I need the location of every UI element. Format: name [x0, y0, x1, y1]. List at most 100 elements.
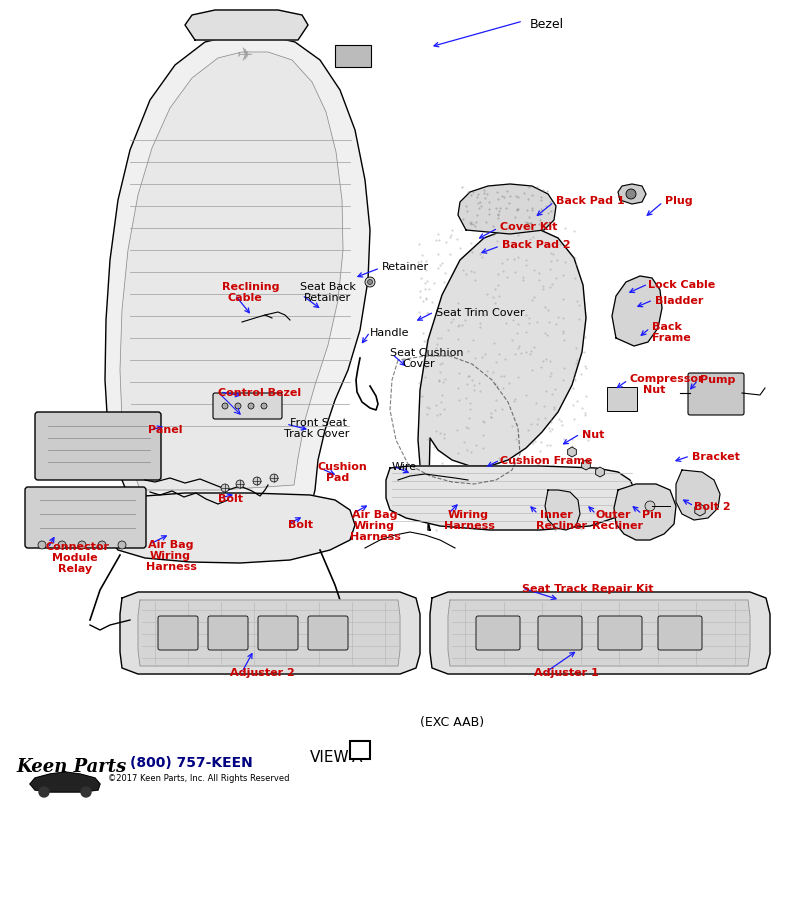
Text: Wiring: Wiring [448, 510, 489, 520]
Circle shape [58, 541, 66, 549]
Text: Seat Track Repair Kit: Seat Track Repair Kit [522, 584, 654, 594]
FancyBboxPatch shape [538, 616, 582, 650]
Polygon shape [386, 466, 636, 530]
Text: Module: Module [52, 553, 98, 563]
Text: Recliner: Recliner [536, 521, 587, 531]
Text: (EXC AAB): (EXC AAB) [420, 716, 484, 729]
Text: Wiring: Wiring [150, 551, 191, 561]
Text: A: A [352, 750, 362, 765]
Polygon shape [108, 493, 355, 563]
Bar [350, 741, 370, 759]
Text: Retainer: Retainer [304, 293, 351, 303]
Circle shape [235, 403, 241, 409]
Text: Cable: Cable [227, 293, 262, 303]
Polygon shape [138, 600, 400, 666]
Circle shape [78, 541, 86, 549]
Circle shape [248, 403, 254, 409]
Text: Adjuster 1: Adjuster 1 [534, 668, 598, 678]
Text: Pump: Pump [700, 375, 735, 385]
FancyBboxPatch shape [213, 393, 282, 419]
Circle shape [261, 403, 267, 409]
Circle shape [38, 541, 46, 549]
Polygon shape [120, 592, 420, 674]
Polygon shape [120, 52, 343, 490]
Text: Handle: Handle [370, 328, 410, 338]
FancyBboxPatch shape [308, 616, 348, 650]
FancyBboxPatch shape [258, 616, 298, 650]
Polygon shape [545, 490, 580, 530]
Text: Cover Kit: Cover Kit [500, 222, 558, 232]
Text: Compressor: Compressor [630, 374, 705, 384]
Polygon shape [448, 600, 750, 666]
Text: Harness: Harness [146, 562, 197, 572]
Text: Nut: Nut [643, 385, 666, 395]
Text: Frame: Frame [652, 333, 690, 343]
Text: (800) 757-KEEN: (800) 757-KEEN [130, 756, 253, 770]
Circle shape [221, 484, 229, 492]
Text: Relay: Relay [58, 564, 92, 574]
Circle shape [270, 474, 278, 482]
Polygon shape [676, 470, 720, 520]
Polygon shape [185, 10, 308, 40]
Text: ✈: ✈ [237, 46, 253, 65]
Text: Outer: Outer [596, 510, 631, 520]
Text: Adjuster 2: Adjuster 2 [230, 668, 294, 678]
Polygon shape [618, 184, 646, 204]
FancyBboxPatch shape [658, 616, 702, 650]
Text: Control Bezel: Control Bezel [218, 388, 301, 398]
Text: Back: Back [652, 322, 682, 332]
Text: Pin: Pin [642, 510, 662, 520]
Circle shape [236, 480, 244, 488]
Text: Bolt 2: Bolt 2 [694, 502, 730, 512]
Circle shape [645, 501, 655, 511]
Text: Nut: Nut [582, 430, 604, 440]
Text: Cover: Cover [402, 359, 434, 369]
Text: Bolt: Bolt [218, 494, 243, 504]
Text: Harness: Harness [444, 521, 495, 531]
FancyBboxPatch shape [335, 45, 371, 67]
Text: Bezel: Bezel [530, 18, 564, 31]
Circle shape [222, 403, 228, 409]
Text: Back Pad 1: Back Pad 1 [556, 196, 625, 206]
Text: Seat Trim Cover: Seat Trim Cover [436, 308, 525, 318]
Text: Connector: Connector [46, 542, 110, 552]
Text: ©2017 Keen Parts, Inc. All Rights Reserved: ©2017 Keen Parts, Inc. All Rights Reserv… [108, 774, 290, 783]
Text: Wire: Wire [392, 462, 417, 472]
Text: Harness: Harness [350, 532, 401, 542]
Text: Bladder: Bladder [655, 296, 703, 306]
Circle shape [367, 280, 373, 284]
Circle shape [81, 787, 91, 797]
Text: Air Bag: Air Bag [352, 510, 398, 520]
Text: VIEW: VIEW [310, 750, 350, 765]
Circle shape [39, 787, 49, 797]
Text: Seat Cushion: Seat Cushion [390, 348, 463, 358]
Circle shape [98, 541, 106, 549]
Text: Wiring: Wiring [354, 521, 395, 531]
Text: Back Pad 2: Back Pad 2 [502, 240, 570, 250]
FancyBboxPatch shape [25, 487, 146, 548]
Text: Air Bag: Air Bag [148, 540, 194, 550]
FancyBboxPatch shape [688, 373, 744, 415]
FancyBboxPatch shape [607, 387, 637, 411]
Polygon shape [30, 772, 100, 792]
FancyBboxPatch shape [598, 616, 642, 650]
Polygon shape [612, 276, 662, 346]
Polygon shape [430, 592, 770, 674]
Polygon shape [418, 228, 586, 530]
Text: Front Seat: Front Seat [290, 418, 347, 428]
Text: Bolt: Bolt [288, 520, 313, 530]
Circle shape [118, 541, 126, 549]
Text: Cushion Frame: Cushion Frame [500, 456, 592, 466]
Text: Retainer: Retainer [382, 262, 429, 272]
Text: Recliner: Recliner [592, 521, 643, 531]
Text: Pad: Pad [326, 473, 350, 483]
Text: Reclining: Reclining [222, 282, 279, 292]
Polygon shape [458, 184, 556, 234]
Circle shape [626, 189, 636, 199]
Circle shape [253, 477, 261, 485]
Circle shape [365, 277, 375, 287]
Text: Panel: Panel [148, 425, 182, 435]
Text: Plug: Plug [665, 196, 693, 206]
Text: Bracket: Bracket [692, 452, 740, 462]
Text: Track Cover: Track Cover [284, 429, 350, 439]
